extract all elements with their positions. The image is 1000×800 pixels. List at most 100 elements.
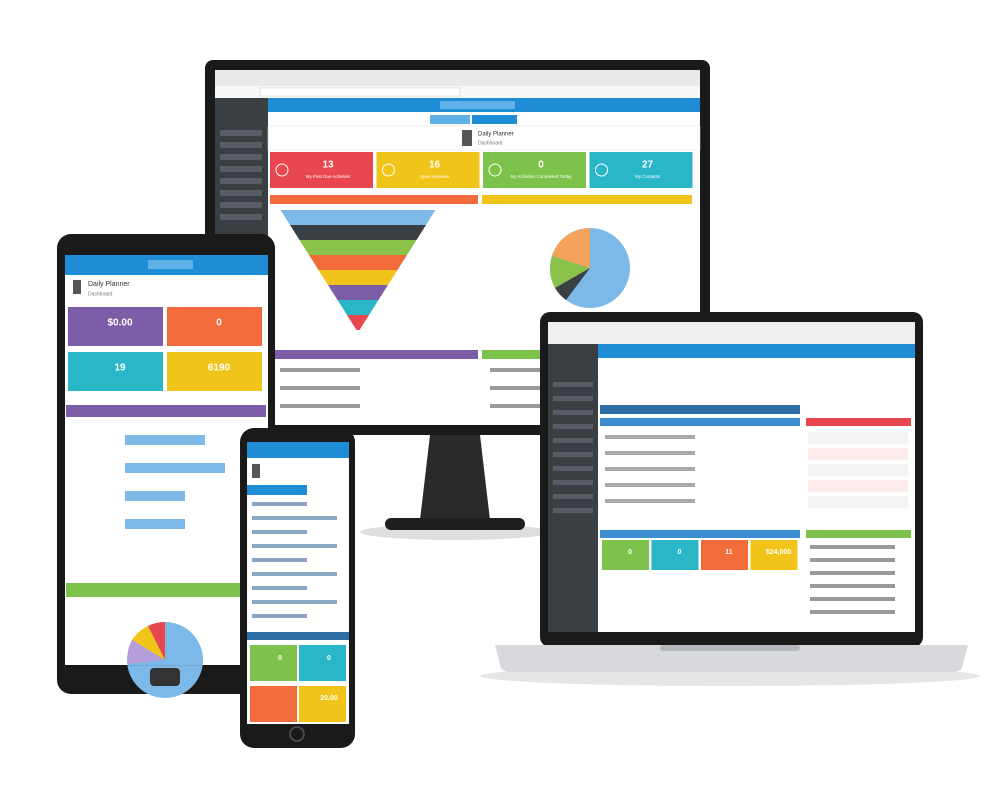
form-line (605, 467, 695, 471)
sidebar-item (553, 508, 593, 513)
sidebar-item (220, 190, 262, 196)
label: 19 (114, 363, 126, 374)
sidebar-item (553, 480, 593, 485)
tile-icon (275, 163, 289, 177)
sidebar-item (220, 166, 262, 172)
sidebar-item (220, 154, 262, 160)
app-header (247, 442, 349, 458)
funnel-stage (318, 270, 398, 285)
list-row (808, 432, 908, 444)
form-line (605, 435, 695, 439)
tab (247, 485, 307, 495)
stat-tile (167, 352, 262, 391)
sidebar-item (553, 382, 593, 387)
label: 0 (678, 549, 682, 556)
label: Daily Planner (88, 281, 130, 288)
stat-tile (68, 307, 163, 346)
search-box (440, 101, 515, 109)
list-row (808, 448, 908, 460)
laptop-base (495, 645, 968, 672)
funnel-stage (280, 210, 436, 225)
phone-screen (247, 442, 349, 724)
list-line (490, 404, 570, 408)
label: 0 (216, 318, 222, 329)
label: My Contacts (635, 174, 661, 179)
stat-tile (68, 352, 163, 391)
stat-tile (299, 686, 346, 722)
laptop-notch (660, 645, 800, 651)
chart-bar (125, 435, 205, 445)
label: 6190 (208, 363, 231, 374)
sidebar-item (553, 466, 593, 471)
form-line (252, 530, 307, 534)
sidebar (548, 344, 598, 632)
search-box (148, 260, 193, 269)
label: 0 (327, 655, 331, 662)
form-line (605, 499, 695, 503)
panel-header (270, 195, 478, 204)
list-row (808, 464, 908, 476)
address-field (259, 87, 461, 97)
form-line (252, 600, 337, 604)
label: 16 (429, 160, 441, 171)
sidebar-item (553, 396, 593, 401)
sidebar-item (220, 142, 262, 148)
panel-header (482, 195, 692, 204)
title-bar (267, 125, 701, 151)
pie-slice (132, 626, 165, 660)
tile-icon (595, 163, 608, 177)
stat-tile (250, 686, 297, 722)
sidebar-item (553, 452, 593, 457)
list-row (808, 480, 908, 492)
list-line (280, 386, 360, 390)
planner-icon (252, 464, 260, 478)
tab-bar (600, 405, 800, 414)
monitor-neck (420, 435, 490, 520)
pie-slice (127, 640, 165, 664)
panel-header (66, 583, 266, 597)
tab (472, 115, 517, 124)
list-row (808, 496, 908, 508)
label: 27 (642, 160, 654, 171)
panel-header (806, 418, 911, 426)
pie-slice (555, 268, 590, 300)
sidebar-item (553, 438, 593, 443)
label: Dashboard (478, 140, 503, 146)
tile-icon (382, 163, 395, 177)
label: 11 (725, 549, 733, 556)
panel-header (806, 530, 911, 538)
form-line (605, 451, 695, 455)
chart-bar (125, 491, 185, 501)
label: $24,000 (766, 549, 791, 556)
funnel-stage (337, 300, 379, 315)
panel-header (270, 350, 478, 359)
sidebar-item (220, 130, 262, 136)
browser-chrome (548, 322, 915, 344)
list-line (280, 404, 360, 408)
label: Daily Planner (478, 132, 514, 138)
list-line (280, 368, 360, 372)
list-line (810, 597, 895, 601)
stat-tile (602, 540, 649, 570)
home-button (150, 668, 180, 686)
label: Dashboard (88, 291, 113, 297)
laptop-screen (548, 322, 915, 632)
label: 20.00 (320, 695, 338, 702)
list-line (490, 368, 570, 372)
form-line (252, 572, 337, 576)
label: Open Activities (420, 174, 451, 179)
form-line (252, 516, 337, 520)
sidebar-item (220, 178, 262, 184)
stat-tile (299, 645, 346, 681)
form-line (252, 558, 307, 562)
stat-tile (750, 540, 798, 570)
label: 0 (278, 655, 282, 662)
form-line (605, 483, 695, 487)
list-line (810, 571, 895, 575)
label: My Activities Completed Today (511, 174, 573, 179)
list-line (810, 558, 895, 562)
pie-slice (549, 256, 590, 288)
pie-slice (552, 228, 590, 268)
